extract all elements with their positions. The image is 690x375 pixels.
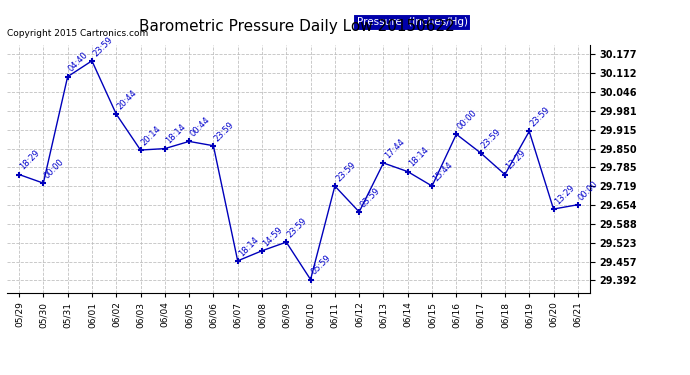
Text: 00:44: 00:44: [188, 116, 211, 139]
Text: 13:29: 13:29: [504, 148, 527, 172]
Text: 18:14: 18:14: [237, 235, 260, 258]
Text: 05:59: 05:59: [310, 254, 333, 277]
Text: Barometric Pressure Daily Low 20150622: Barometric Pressure Daily Low 20150622: [139, 19, 455, 34]
Text: 03:59: 03:59: [358, 186, 382, 209]
Text: 13:29: 13:29: [553, 183, 576, 206]
Text: 17:44: 17:44: [383, 137, 406, 160]
Text: 00:00: 00:00: [577, 179, 600, 202]
Text: 23:59: 23:59: [213, 120, 236, 143]
Text: 14:59: 14:59: [262, 225, 284, 248]
Text: Copyright 2015 Cartronics.com: Copyright 2015 Cartronics.com: [7, 29, 148, 38]
Text: 23:59: 23:59: [529, 105, 551, 129]
Text: Pressure  (Inches/Hg): Pressure (Inches/Hg): [357, 17, 468, 27]
Text: 23:59: 23:59: [334, 160, 357, 183]
Text: 18:14: 18:14: [164, 123, 187, 146]
Text: 00:00: 00:00: [43, 157, 66, 180]
Text: 18:29: 18:29: [18, 148, 41, 172]
Text: 04:40: 04:40: [67, 51, 90, 74]
Text: 20:44: 20:44: [115, 88, 139, 111]
Text: 23:59: 23:59: [480, 127, 503, 150]
Text: 18:14: 18:14: [407, 146, 430, 169]
Text: 20:14: 20:14: [139, 124, 163, 147]
Text: 23:59: 23:59: [91, 35, 115, 58]
Text: 23:59: 23:59: [286, 216, 308, 239]
Text: 15:44: 15:44: [431, 160, 455, 183]
Text: 00:00: 00:00: [455, 108, 479, 131]
